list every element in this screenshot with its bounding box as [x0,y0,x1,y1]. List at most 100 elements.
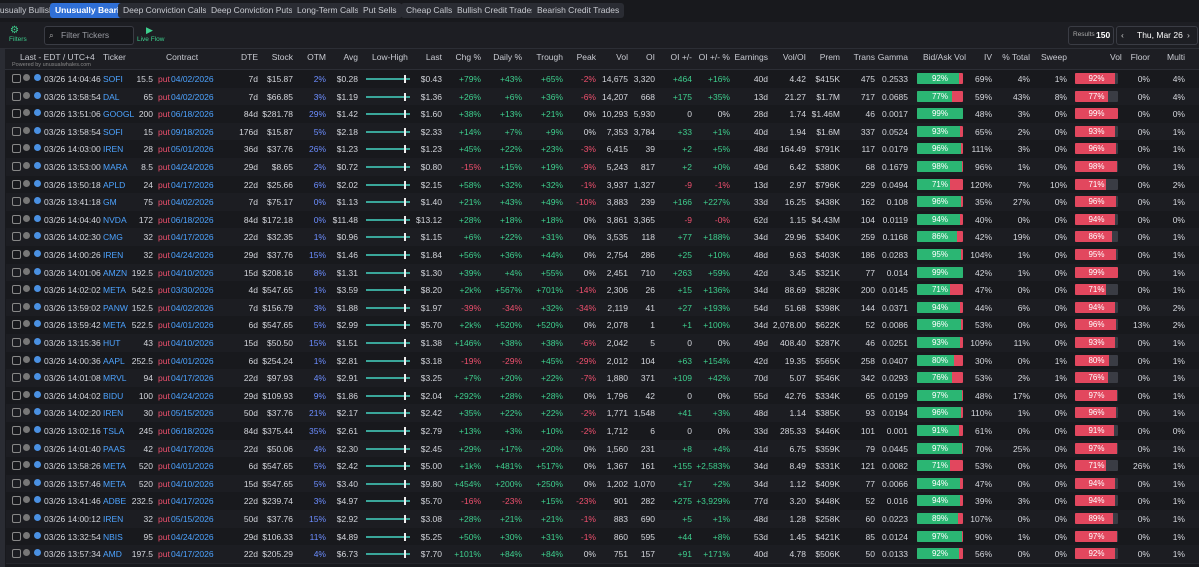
cell: 46 [865,338,875,348]
column-header[interactable]: Avg [343,52,359,62]
column-header[interactable]: Gamma [877,52,908,62]
tab[interactable]: Put Sells [358,3,402,18]
search-box[interactable]: ⌕ Filter Tickers [44,26,134,45]
column-header[interactable]: IV [983,52,992,62]
table-row[interactable]: 03/26 13:51:06 GOOGL 200 put 06/18/2026 84d $2… [6,105,1199,124]
table-row[interactable]: 03/26 14:04:46 SOFI 15.5 put 04/02/2026 7d $15… [6,70,1199,89]
column-header[interactable]: Vol/OI [782,52,806,62]
table-row[interactable]: 03/26 14:01:40 PAAS 42 put 04/17/2026 22d $50.… [6,439,1199,459]
row-icon [34,478,41,486]
cell: 0% [583,250,596,260]
column-header[interactable]: % Total [1002,52,1030,62]
table-row[interactable]: 03/26 13:53:00 MARA 8.5 put 04/24/2026 29d $8.… [6,158,1199,177]
table-row[interactable]: 03/26 14:00:12 IREN 32 put 05/15/2026 50d $37.… [6,510,1199,529]
cell: +146% [454,338,481,348]
table-row[interactable]: 03/26 13:59:02 PANW 152.5 put 04/02/2026 7d $1… [6,298,1199,318]
column-header[interactable]: OI +/- [670,52,693,62]
column-header[interactable]: OTM [307,52,326,62]
vol-bar: 86% [1075,231,1118,243]
column-header[interactable]: Low-High [372,52,408,62]
table-row[interactable]: 03/26 14:00:36 AAPL 252.5 put 04/01/2026 6d $2… [6,351,1199,371]
cell: 186 [860,250,875,260]
column-header[interactable]: Last - EDT / UTC+4 [20,52,95,62]
cell: $3.59 [336,285,358,296]
table-row[interactable]: 03/26 14:01:06 AMZN 192.5 put 04/10/2026 15d $… [6,263,1199,283]
table-row[interactable]: 03/26 13:58:26 META 520 put 04/01/2026 6d $547… [6,457,1199,476]
column-header[interactable]: Bid/Ask Vol [923,52,966,62]
low-high-range [366,78,410,80]
column-header[interactable]: OI +/- % [698,52,730,62]
column-header[interactable]: Earnings [734,52,768,62]
date-picker[interactable]: ‹ Thu, Mar 26 › [1116,26,1198,45]
cell: $4.97 [336,496,358,507]
column-header[interactable]: OI [646,52,655,62]
tab[interactable]: Cheap Calls [401,3,458,18]
prev-day[interactable]: ‹ [1121,30,1124,40]
table-row[interactable]: 03/26 14:04:40 NVDA 172 put 06/18/2026 84d $17… [6,210,1199,230]
table-row[interactable]: 03/26 13:59:42 META 522.5 put 04/01/2026 6d $5… [6,316,1199,335]
column-header[interactable]: Ticker [103,52,126,62]
table-row[interactable]: 03/26 14:02:02 META 542.5 put 03/30/2026 4d $5… [6,281,1199,300]
column-header[interactable]: Last [425,52,442,62]
table-row[interactable]: 03/26 13:57:34 AMD 197.5 put 04/17/2026 22d $2… [6,545,1199,564]
table-row[interactable]: 03/26 13:50:18 APLD 24 put 04/17/2026 22d $25.… [6,175,1199,195]
table-row[interactable]: 03/26 13:58:54 SOFI 15 put 09/18/2026 176d $15… [6,122,1199,142]
column-header[interactable]: Prem [819,52,840,62]
cell: put [158,91,170,102]
column-header[interactable]: Trough [536,52,563,62]
tab[interactable]: Deep Conviction Puts [206,3,298,18]
cell: $334K [815,390,840,401]
table-row[interactable]: 03/26 13:57:46 META 520 put 04/10/2026 15d $54… [6,474,1199,494]
table-row[interactable]: 03/26 14:04:02 BIDU 100 put 04/24/2026 29d $10… [6,386,1199,406]
live-flow-button[interactable]: Live Flow [137,36,165,43]
column-header[interactable]: Peak [576,52,596,62]
cell: 104 [640,355,655,366]
bar-fill [917,407,962,419]
cell: 49d [753,162,768,172]
table-row[interactable]: 03/26 13:41:18 GM 75 put 04/02/2026 7d $75.17 0… [6,193,1199,212]
tab[interactable]: Bearish Credit Trades [532,3,625,18]
bar-fill [1075,513,1114,524]
cell: +481% [495,461,522,472]
bid-ask-bar: 97% [917,442,963,454]
table-row[interactable]: 03/26 13:41:46 ADBE 232.5 put 04/17/2026 22d $… [6,492,1199,511]
cell: +1% [712,126,730,137]
bar-fill [1075,460,1106,472]
column-header[interactable]: Floor [1130,52,1150,62]
tab[interactable]: Unusually Bullish [0,3,59,18]
tab[interactable]: Unusually Bearish [50,3,135,18]
cell: 3% [313,302,326,313]
table-row[interactable]: 03/26 13:58:54 DAL 65 put 04/02/2026 7d $66.85… [6,87,1199,107]
table-row[interactable]: 03/26 14:00:26 IREN 32 put 04/24/2026 29d $37.… [6,246,1199,265]
bar-fill [917,213,961,225]
column-header[interactable]: Vol [616,52,628,62]
table-row[interactable]: 03/26 13:32:54 NBIS 95 put 04/24/2026 29d $106… [6,527,1199,547]
cell: +275 [672,496,692,507]
bid-ask-bar: 71% [917,178,963,190]
table-row[interactable]: 03/26 13:15:36 HUT 43 put 04/10/2026 15d $50.5… [6,334,1199,353]
tab[interactable]: Deep Conviction Calls [118,3,212,18]
column-header[interactable]: Stock [271,52,293,62]
cell: 15d [243,267,258,278]
table-row[interactable]: 03/26 14:01:08 MRVL 94 put 04/17/2026 22d $97.… [6,369,1199,388]
column-header[interactable]: Vol [1110,52,1122,62]
column-header[interactable]: Trans [853,52,875,62]
column-header[interactable]: Contract [166,52,199,62]
column-header[interactable]: Chg % [455,52,481,62]
table-row[interactable]: 03/26 13:02:16 TSLA 245 put 06/18/2026 84d $37… [6,422,1199,441]
cell: $3.08 [420,514,442,524]
row-icon [12,232,21,242]
table-row[interactable]: 03/26 14:02:20 IREN 30 put 05/15/2026 50d $37.… [6,404,1199,423]
tab[interactable]: Bullish Credit Trades [452,3,541,18]
table-row[interactable]: 03/26 14:03:00 IREN 28 put 05/01/2026 36d $37.… [6,140,1199,159]
column-header[interactable]: Multi [1167,52,1185,62]
cell: DAL [103,91,120,102]
column-header[interactable]: DTE [241,52,258,62]
column-header[interactable]: Sweep [1041,52,1067,62]
bid-ask-bar: 77% [917,90,963,102]
table-row[interactable]: 03/26 14:02:30 CMG 32 put 04/17/2026 22d $32.3… [6,228,1199,247]
column-header[interactable]: Daily % [493,52,522,62]
next-day[interactable]: › [1187,30,1190,40]
tab[interactable]: Long-Term Calls [292,3,364,18]
filters-button[interactable]: Filters [9,36,27,43]
